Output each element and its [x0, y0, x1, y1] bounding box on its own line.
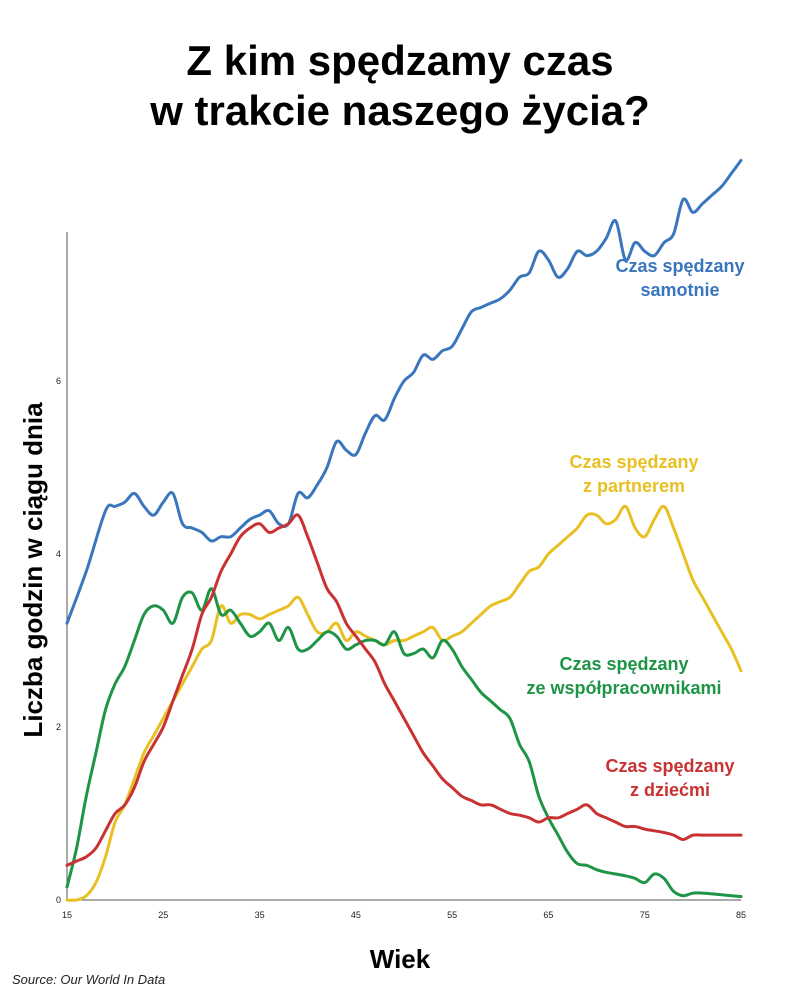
title-line-2: w trakcie naszego życia?: [150, 87, 650, 134]
x-tick-label: 35: [255, 910, 265, 920]
x-tick-label: 45: [351, 910, 361, 920]
x-tick-label: 75: [640, 910, 650, 920]
x-axis-label: Wiek: [370, 944, 431, 974]
series-line-partner: [65, 504, 743, 902]
x-tick-label: 15: [62, 910, 72, 920]
title-line-1: Z kim spędzamy czas: [186, 37, 614, 84]
series-label-partner: Czas spędzany: [569, 452, 698, 472]
series-label-coworkers: Czas spędzany: [559, 654, 688, 674]
y-tick-label: 2: [56, 722, 61, 732]
y-axis-label: Liczba godzin w ciągu dnia: [18, 402, 48, 738]
y-tick-label: 4: [56, 549, 61, 559]
x-tick-label: 55: [447, 910, 457, 920]
series-line-alone: [65, 158, 743, 625]
series-label-partner: z partnerem: [583, 476, 685, 496]
x-tick-label: 85: [736, 910, 746, 920]
chart-title: Z kim spędzamy czas w trakcie naszego ży…: [0, 36, 800, 136]
x-tick-label: 25: [158, 910, 168, 920]
series-line-children: [65, 513, 743, 867]
series-label-alone: samotnie: [640, 280, 719, 300]
series-label-children: z dziećmi: [630, 780, 710, 800]
y-tick-label: 0: [56, 895, 61, 905]
y-tick-label: 6: [56, 376, 61, 386]
x-tick-label: 65: [543, 910, 553, 920]
series-label-coworkers: ze współpracownikami: [526, 678, 721, 698]
series-line-coworkers: [65, 587, 743, 898]
source-note: Source: Our World In Data: [12, 972, 166, 987]
series-label-children: Czas spędzany: [605, 756, 734, 776]
series-label-alone: Czas spędzany: [615, 256, 744, 276]
